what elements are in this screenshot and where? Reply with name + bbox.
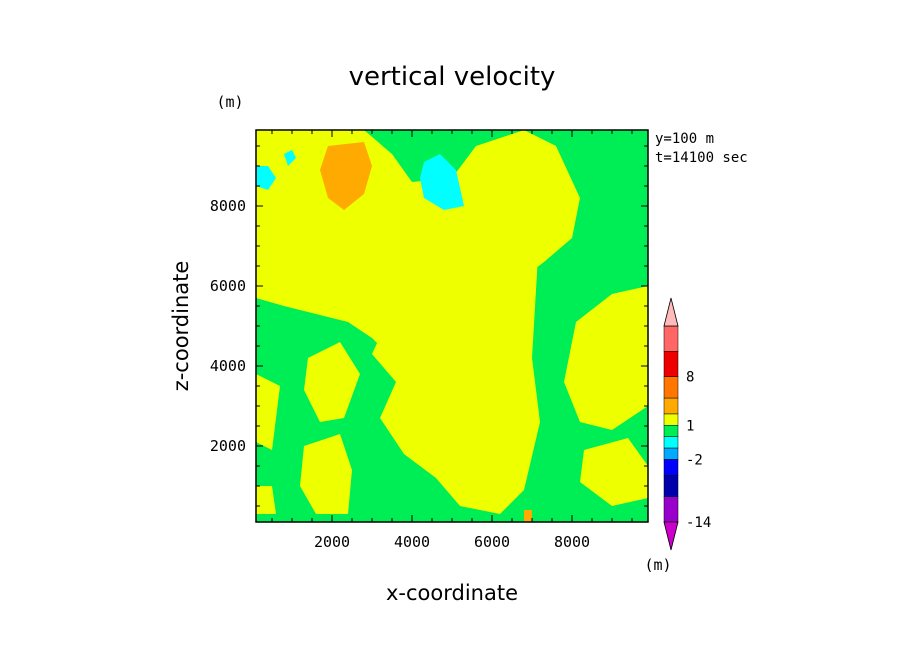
- annotation-y-position: y=100 m: [655, 131, 714, 147]
- colorbar-tick-label: 8: [686, 369, 694, 385]
- y-tick-label: 4000: [210, 357, 246, 375]
- colorbar-tick-label: -2: [686, 452, 703, 468]
- colorbar-tick-label: -14: [686, 515, 711, 531]
- contour-region-7: [256, 486, 276, 514]
- x-axis-label: x-coordinate: [386, 581, 518, 605]
- y-unit-label: (m): [216, 93, 243, 111]
- chart-title: vertical velocity: [349, 62, 556, 92]
- contour-region-4: [256, 374, 280, 450]
- colorbar: 8 1 -2 -14: [663, 297, 711, 551]
- colorbar-level: [663, 474, 679, 498]
- colorbar-unit-label: (m): [644, 556, 671, 574]
- y-tick-label: 6000: [210, 277, 246, 295]
- contour-region-5: [300, 434, 352, 514]
- colorbar-level: [663, 413, 679, 426]
- x-tick-label: 6000: [474, 533, 510, 551]
- contour-region-9: [524, 510, 532, 522]
- colorbar-level: [663, 447, 679, 460]
- y-axis-label: z-coordinate: [169, 261, 193, 392]
- colorbar-tick-label: 1: [686, 418, 694, 434]
- contour-region-8: [320, 142, 372, 210]
- colorbar-bottom-arrow: [663, 521, 679, 551]
- y-tick-label: 2000: [210, 437, 246, 455]
- contour-region-10: [420, 154, 464, 210]
- axes: 2000 4000 6000 8000 2000 4000 6000 8000: [210, 130, 648, 551]
- colorbar-level: [663, 350, 679, 377]
- x-tick-label: 2000: [314, 533, 350, 551]
- contour-region-3: [304, 342, 360, 422]
- annotation-time: t=14100 sec: [655, 150, 748, 166]
- y-tick-label: 8000: [210, 197, 246, 215]
- colorbar-level: [663, 376, 679, 399]
- colorbar-level: [663, 496, 679, 523]
- x-tick-label: 8000: [554, 533, 590, 551]
- colorbar-level: [663, 436, 679, 449]
- contour-region-11: [256, 166, 276, 190]
- colorbar-top-arrow: [663, 297, 679, 327]
- x-tick-label: 4000: [394, 533, 430, 551]
- colorbar-level: [663, 397, 679, 415]
- contour-field: [256, 130, 648, 522]
- colorbar-level: [663, 459, 679, 476]
- colorbar-level: [663, 425, 679, 437]
- contour-region-6: [580, 438, 648, 506]
- contour-region-1: [372, 222, 540, 514]
- contour-region-12: [284, 150, 296, 166]
- colorbar-level: [663, 325, 679, 352]
- contour-region-2: [564, 286, 648, 430]
